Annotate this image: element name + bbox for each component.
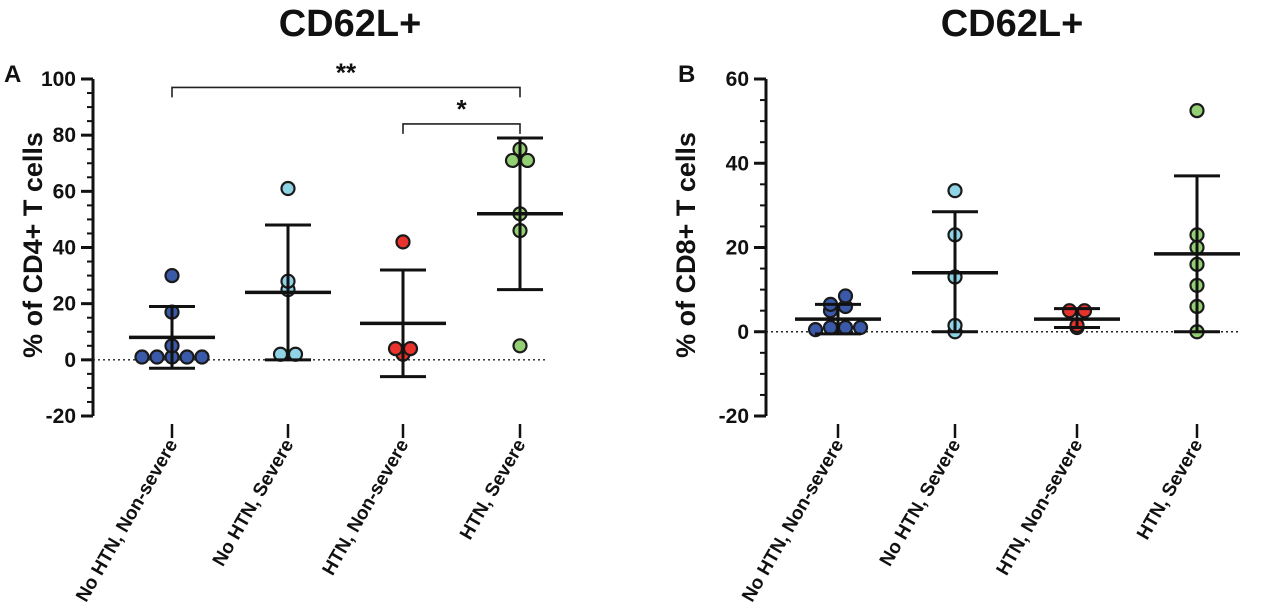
data-point bbox=[179, 349, 195, 365]
panel-b-title: CD62L+ bbox=[941, 3, 1084, 45]
data-point bbox=[837, 288, 854, 304]
data-point bbox=[947, 183, 963, 199]
significance-label: ** bbox=[336, 57, 357, 87]
data-point bbox=[402, 341, 419, 357]
y-tick-label: 60 bbox=[726, 68, 749, 91]
data-point bbox=[395, 234, 411, 250]
category-label: HTN, Severe bbox=[456, 436, 530, 543]
y-tick-label: 80 bbox=[53, 124, 76, 147]
y-tick-label: 20 bbox=[726, 237, 749, 260]
data-point bbox=[387, 341, 404, 357]
data-point bbox=[164, 267, 180, 284]
panel-a-letter: A bbox=[4, 61, 21, 88]
y-tick-label: -20 bbox=[719, 405, 749, 428]
data-point bbox=[1189, 102, 1205, 119]
data-point bbox=[852, 319, 869, 336]
y-tick-label: -20 bbox=[46, 405, 76, 428]
significance-bracket bbox=[171, 86, 521, 98]
category-label: No HTN, Severe bbox=[876, 436, 965, 570]
data-point bbox=[280, 180, 296, 197]
data-point bbox=[194, 349, 210, 365]
category-label: No HTN, Non-severe bbox=[72, 436, 182, 606]
significance-bracket bbox=[402, 123, 521, 134]
data-point bbox=[1061, 303, 1078, 319]
category-label: HTN, Severe bbox=[1133, 436, 1207, 543]
category-label: No HTN, Non-severe bbox=[738, 436, 848, 606]
panel-b: B CD62L+ % of CD8+ T cells -20 0 20 40 60 No … bbox=[671, 3, 1240, 606]
data-point bbox=[512, 338, 528, 354]
panel-a-title: CD62L+ bbox=[279, 3, 422, 45]
panel-b-letter: B bbox=[678, 61, 695, 88]
data-point bbox=[1076, 303, 1093, 319]
data-point bbox=[837, 319, 854, 336]
category-label: HTN, Non-severe bbox=[993, 436, 1088, 579]
panel-a: A CD62L+ % of CD4+ T cells -20 0 20 40 60 80 1… bbox=[4, 3, 563, 606]
y-tick-label: 20 bbox=[53, 293, 76, 316]
y-tick-label: 40 bbox=[53, 237, 76, 260]
data-point bbox=[149, 349, 165, 365]
panel-b-y-axis-label: % of CD8+ T cells bbox=[671, 132, 701, 358]
y-tick-label: 60 bbox=[53, 180, 76, 203]
panel-a-y-axis-label: % of CD4+ T cells bbox=[18, 132, 48, 358]
category-label: No HTN, Severe bbox=[209, 436, 298, 570]
data-point bbox=[134, 349, 150, 365]
data-point bbox=[822, 319, 839, 336]
panel-b-plot: -20 0 20 40 60 No HTN, Non-severe No HTN, Seve… bbox=[719, 68, 1240, 606]
panel-a-plot: -20 0 20 40 60 80 100 No HTN, Non-severe No HTN,… bbox=[41, 57, 563, 606]
y-tick-label: 0 bbox=[64, 349, 76, 372]
y-tick-label: 0 bbox=[737, 321, 749, 344]
y-tick-label: 40 bbox=[726, 152, 749, 175]
significance-label: * bbox=[456, 94, 467, 124]
y-tick-label: 100 bbox=[41, 68, 76, 91]
category-label: HTN, Non-severe bbox=[319, 436, 414, 579]
